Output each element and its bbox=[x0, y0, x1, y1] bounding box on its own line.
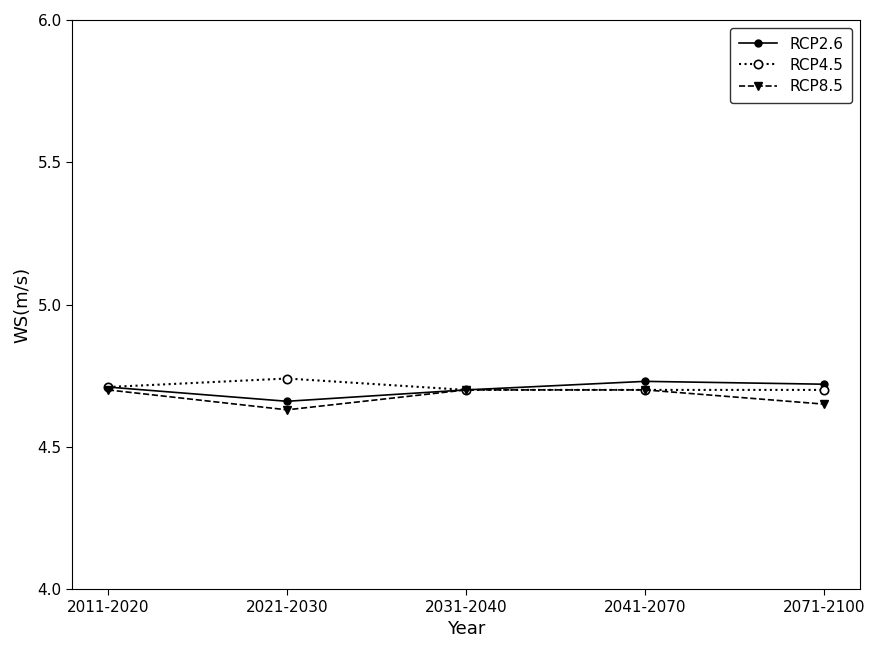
RCP2.6 bbox=[282, 397, 293, 405]
RCP8.5 bbox=[282, 406, 293, 414]
RCP4.5 bbox=[819, 386, 829, 394]
RCP4.5 bbox=[282, 375, 293, 383]
RCP4.5 bbox=[103, 383, 113, 391]
RCP4.5 bbox=[640, 386, 651, 394]
RCP8.5 bbox=[640, 386, 651, 394]
Legend: RCP2.6, RCP4.5, RCP8.5: RCP2.6, RCP4.5, RCP8.5 bbox=[729, 27, 852, 103]
X-axis label: Year: Year bbox=[447, 620, 485, 638]
RCP8.5 bbox=[461, 386, 471, 394]
RCP2.6 bbox=[819, 380, 829, 388]
RCP4.5 bbox=[461, 386, 471, 394]
RCP8.5 bbox=[103, 386, 113, 394]
RCP2.6 bbox=[103, 383, 113, 391]
Line: RCP4.5: RCP4.5 bbox=[103, 374, 828, 394]
Line: RCP8.5: RCP8.5 bbox=[103, 386, 828, 414]
RCP2.6 bbox=[640, 378, 651, 385]
Y-axis label: WS(m/s): WS(m/s) bbox=[14, 267, 32, 342]
RCP2.6 bbox=[461, 386, 471, 394]
RCP8.5 bbox=[819, 400, 829, 408]
Line: RCP2.6: RCP2.6 bbox=[104, 378, 827, 405]
